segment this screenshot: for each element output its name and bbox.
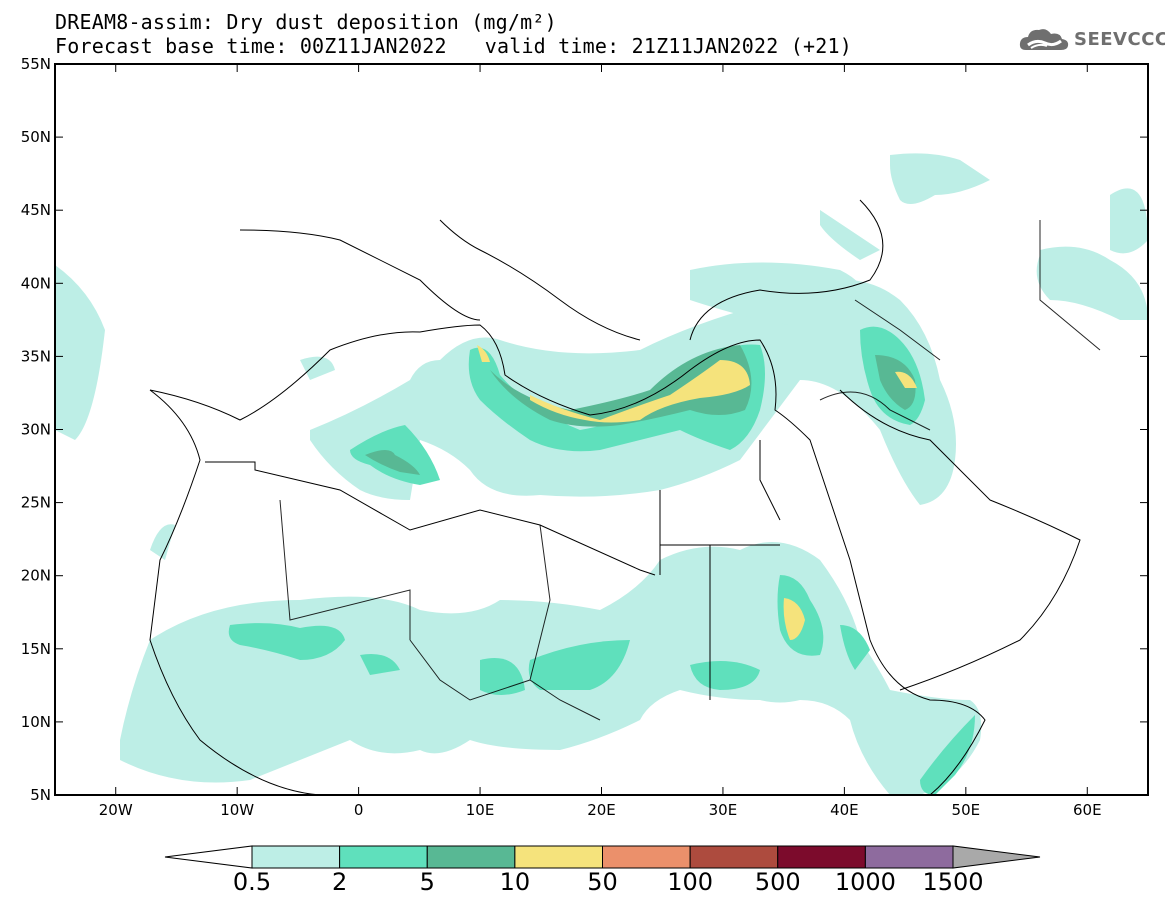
map-title: DREAM8-assim: Dry dust deposition (mg/m²…	[55, 10, 557, 34]
colorbar-label: 100	[667, 868, 714, 896]
lat-label: 40N	[21, 274, 51, 292]
colorbar-segment	[602, 845, 691, 869]
lon-label: 20W	[99, 801, 133, 819]
coastlines	[149, 199, 1081, 795]
colorbar-label: 500	[754, 868, 801, 896]
valid-time: valid time: 21Z11JAN2022 (+21)	[484, 34, 852, 58]
colorbar-label: 1000	[834, 868, 896, 896]
dust-level-5	[365, 345, 916, 475]
colorbar-segment	[777, 845, 866, 869]
lon-label: 40E	[830, 801, 859, 819]
colorbar-label: 5	[419, 868, 435, 896]
lat-label: 20N	[21, 567, 51, 585]
lon-label: 60E	[1073, 801, 1102, 819]
lat-label: 30N	[21, 421, 51, 439]
dust-level-10	[477, 345, 917, 640]
cloud-icon	[1019, 29, 1069, 50]
logo-text: SEEVCCC	[1074, 28, 1165, 50]
colorbar	[164, 845, 1041, 869]
lat-label: 15N	[21, 640, 51, 658]
colorbar-segment	[864, 845, 954, 869]
map-subtitle: Forecast base time: 00Z11JAN2022 valid ti…	[55, 34, 852, 58]
base-time: Forecast base time: 00Z11JAN2022	[55, 34, 447, 58]
dust-level-2	[228, 326, 975, 795]
colorbar-label: 0.5	[232, 868, 272, 896]
lon-label: 10W	[220, 801, 254, 819]
colorbar-label: 2	[331, 868, 348, 896]
map-frame	[54, 63, 1149, 796]
latitude-ticks: 55N 50N 45N 40N 35N 30N 25N 20N 15N 10N 5N	[21, 55, 1148, 804]
lon-label: 50E	[952, 801, 981, 819]
colorbar-label: 10	[499, 868, 531, 896]
lat-label: 10N	[21, 713, 51, 731]
seevccc-logo: SEEVCCC	[1018, 26, 1165, 52]
longitude-ticks: 20W 10W 0 10E 20E 30E 40E 50E 60E	[99, 64, 1102, 819]
dust-level-0-5	[55, 153, 1148, 795]
colorbar-segment	[689, 845, 779, 869]
colorbar-segment	[251, 845, 341, 869]
lat-label: 5N	[30, 786, 51, 804]
lon-label: 30E	[709, 801, 738, 819]
lat-label: 50N	[21, 128, 51, 146]
lat-label: 55N	[21, 55, 51, 73]
colorbar-segment	[426, 845, 516, 869]
lon-label: 0	[354, 801, 364, 819]
colorbar-segment	[514, 845, 603, 869]
lat-label: 35N	[21, 347, 51, 365]
colorbar-label: 1500	[922, 868, 984, 896]
lon-label: 10E	[466, 801, 495, 819]
lat-label: 25N	[21, 494, 51, 512]
colorbar-min-arrow	[164, 845, 253, 869]
colorbar-label: 50	[587, 868, 618, 896]
lat-label: 45N	[21, 201, 51, 219]
colorbar-max-arrow	[952, 845, 1041, 869]
lon-label: 20E	[587, 801, 616, 819]
colorbar-segment	[339, 845, 428, 869]
